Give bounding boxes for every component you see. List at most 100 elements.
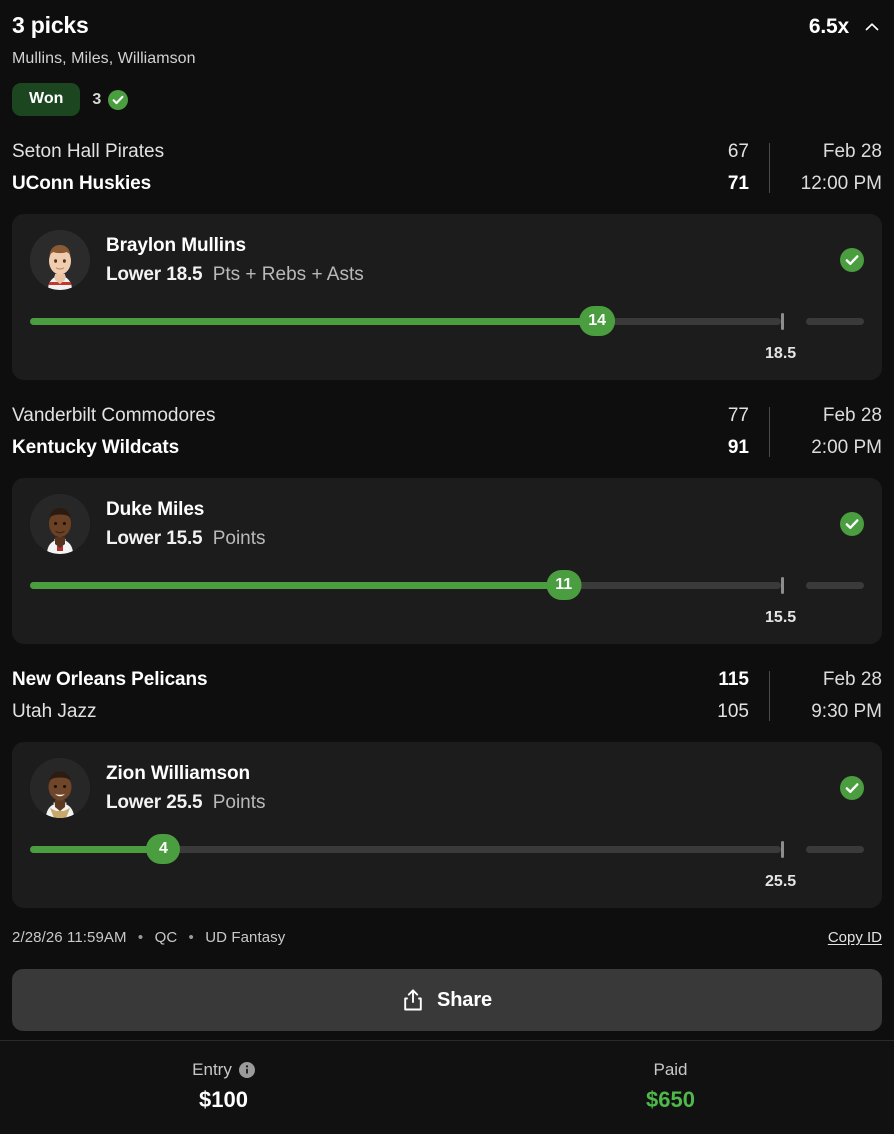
player-name: Duke Miles (106, 498, 205, 520)
pick-line: Lower 25.5 Points (106, 790, 824, 816)
correct-picks-count: 3 (92, 89, 129, 110)
player-name: Braylon Mullins (106, 234, 246, 256)
home-team-score: 91 (727, 437, 749, 458)
progress-track: 4 25.5 (30, 834, 864, 890)
pick-info: Duke Miles Lower 15.5 Points (106, 497, 824, 552)
avatar (30, 230, 90, 290)
entry-header-right[interactable]: 6.5x (809, 12, 882, 39)
game-scores: 67 71 (713, 136, 769, 200)
pick-line: Lower 18.5 Pts + Rebs + Asts (106, 262, 824, 288)
picks-summary-subtitle: Mullins, Miles, Williamson (12, 50, 196, 67)
away-team-name: Seton Hall Pirates (12, 141, 165, 162)
pick-direction: Lower (106, 527, 161, 549)
correct-count-value: 3 (92, 90, 102, 108)
progress-fill (30, 846, 164, 853)
entry-product: UD Fantasy (205, 929, 286, 946)
entry-amount-label: Entry (192, 1060, 232, 1079)
away-team-score: 77 (727, 405, 749, 426)
progress-fill (30, 582, 564, 589)
score-time-divider (769, 143, 770, 193)
away-team-score: 115 (718, 669, 749, 690)
pick-line-value: 18.5 (166, 263, 203, 285)
game-time: Feb 28 2:00 PM (770, 400, 882, 464)
copy-id-link[interactable]: Copy ID (827, 929, 882, 946)
pick-card[interactable]: Zion Williamson Lower 25.5 Points (12, 742, 882, 908)
avatar (30, 494, 90, 554)
line-value-label: 25.5 (765, 873, 797, 890)
pick-stat-type: Points (212, 791, 266, 813)
game-start-time: 2:00 PM (811, 437, 882, 458)
home-team-name: UConn Huskies (12, 173, 152, 194)
game-teams: Vanderbilt Commodores Kentucky Wildcats (12, 400, 713, 464)
meta-separator-2: • (188, 929, 194, 946)
entry-region: QC (154, 929, 178, 946)
game-time: Feb 28 12:00 PM (770, 136, 882, 200)
line-value-label: 15.5 (765, 609, 797, 626)
paid-amount-label: Paid (653, 1060, 688, 1079)
away-team-name: Vanderbilt Commodores (12, 405, 216, 426)
stat-progress-bar: 11 15.5 (30, 570, 864, 626)
stat-progress-bar: 14 18.5 (30, 306, 864, 362)
home-team-score: 105 (717, 701, 749, 722)
check-circle-icon (108, 89, 129, 110)
paid-amount-value: $650 (646, 1087, 695, 1112)
chevron-up-icon[interactable] (862, 17, 882, 37)
game-start-time: 12:00 PM (800, 173, 882, 194)
game-date: Feb 28 (822, 141, 882, 162)
entry-summary-bar: Entry $100 Paid $650 (0, 1040, 894, 1134)
share-button[interactable]: Share (12, 969, 882, 1031)
game-header[interactable]: New Orleans Pelicans Utah Jazz 115 105 F… (12, 644, 882, 742)
home-team-name: Utah Jazz (12, 701, 97, 722)
stat-progress-bar: 4 25.5 (30, 834, 864, 890)
paid-amount-label-row: Paid (447, 1059, 894, 1081)
pick-direction: Lower (106, 263, 161, 285)
pick-direction: Lower (106, 791, 161, 813)
info-icon[interactable] (238, 1062, 255, 1078)
game-teams: Seton Hall Pirates UConn Huskies (12, 136, 713, 200)
player-name: Zion Williamson (106, 762, 250, 784)
game-teams: New Orleans Pelicans Utah Jazz (12, 664, 713, 728)
score-time-divider (769, 407, 770, 457)
home-team-name: Kentucky Wildcats (12, 437, 180, 458)
entry-scroll-area[interactable]: 3 picks 6.5x Mullins, Miles, Williamson … (0, 0, 894, 1040)
entry-amount-label-row: Entry (0, 1059, 447, 1081)
track-left-segment (30, 846, 781, 853)
actual-value-bubble: 11 (546, 570, 582, 600)
game-header[interactable]: Seton Hall Pirates UConn Huskies 67 71 F… (12, 116, 882, 214)
share-upload-icon (402, 988, 424, 1012)
game-date: Feb 28 (822, 669, 882, 690)
entry-status-row: Won 3 (12, 83, 882, 116)
game-header[interactable]: Vanderbilt Commodores Kentucky Wildcats … (12, 380, 882, 478)
pick-info: Braylon Mullins Lower 18.5 Pts + Rebs + … (106, 233, 824, 288)
pick-stat-type: Points (212, 527, 266, 549)
progress-track: 14 18.5 (30, 306, 864, 362)
game-scores: 115 105 (713, 664, 769, 728)
game-date: Feb 28 (822, 405, 882, 426)
home-team-score: 71 (727, 173, 749, 194)
check-circle-icon (840, 776, 864, 800)
pick-line-value: 25.5 (166, 791, 203, 813)
paid-amount-column: Paid $650 (447, 1059, 894, 1114)
pick-card[interactable]: Duke Miles Lower 15.5 Points (12, 478, 882, 644)
status-badge: Won (12, 83, 81, 116)
track-right-segment (805, 582, 864, 589)
pick-card[interactable]: Braylon Mullins Lower 18.5 Pts + Rebs + … (12, 214, 882, 380)
check-circle-icon (840, 248, 864, 272)
entry-meta-text: 2/28/26 11:59AM • QC • UD Fantasy (12, 929, 285, 946)
avatar (30, 758, 90, 818)
away-team-name: New Orleans Pelicans (12, 669, 208, 690)
pick-card-top: Duke Miles Lower 15.5 Points (30, 494, 864, 554)
entry-meta-row: 2/28/26 11:59AM • QC • UD Fantasy Copy I… (12, 908, 882, 946)
entry-header-top: 3 picks 6.5x (12, 12, 882, 39)
pick-card-top: Zion Williamson Lower 25.5 Points (30, 758, 864, 818)
pick-line-value: 15.5 (166, 527, 203, 549)
game-start-time: 9:30 PM (811, 701, 882, 722)
actual-value-bubble: 14 (579, 306, 616, 336)
track-right-segment (805, 318, 864, 325)
pick-line: Lower 15.5 Points (106, 526, 824, 552)
line-tick-marker (780, 313, 784, 330)
meta-separator-1: • (137, 929, 144, 946)
track-right-segment (805, 846, 864, 853)
share-button-label: Share (436, 988, 493, 1011)
